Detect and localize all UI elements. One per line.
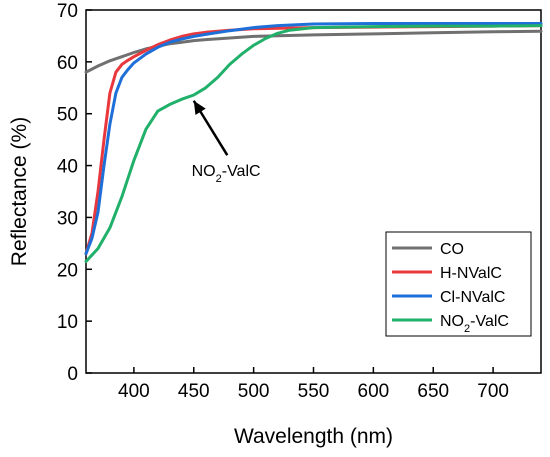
x-tick-label: 700 (477, 381, 509, 402)
x-tick-label: 500 (238, 381, 270, 402)
legend-label-1: H-NValC (440, 265, 502, 282)
legend-label-2: Cl-NValC (440, 289, 505, 306)
y-tick-label: 40 (57, 157, 78, 178)
annotation-arrow-head (193, 100, 206, 115)
series-lines (84, 22, 543, 263)
series-line-1 (84, 24, 543, 256)
legend-label-3: NO2-ValC (440, 313, 509, 335)
series-line-3 (84, 24, 543, 263)
x-tick-label: 400 (118, 381, 150, 402)
legend-label-0: CO (440, 241, 464, 258)
series-line-0 (84, 29, 543, 74)
y-tick-label: 50 (57, 105, 78, 126)
y-tick-label: 0 (67, 364, 78, 385)
x-tick-label: 550 (298, 381, 330, 402)
y-tick-label: 70 (57, 1, 78, 22)
y-axis-title: Reflectance (%) (8, 117, 31, 266)
x-axis-title: Wavelength (nm) (234, 425, 393, 448)
y-tick-label: 60 (57, 53, 78, 74)
legend: CO H-NValC Cl-NValC NO2-ValC (385, 231, 532, 337)
x-tick-label: 450 (178, 381, 210, 402)
annotation-label: NO2-ValC (192, 163, 261, 185)
x-tick-label: 650 (417, 381, 449, 402)
y-tick-label: 20 (57, 260, 78, 281)
y-tick-label: 30 (57, 208, 78, 229)
x-tick-label: 600 (358, 381, 390, 402)
annotations: NO2-ValC (192, 100, 261, 185)
y-tick-label: 10 (57, 312, 78, 333)
axes: 400 450 500 550 600 650 700 0 10 20 30 40 50 60 70 (57, 1, 542, 402)
series-line-2 (84, 22, 543, 256)
